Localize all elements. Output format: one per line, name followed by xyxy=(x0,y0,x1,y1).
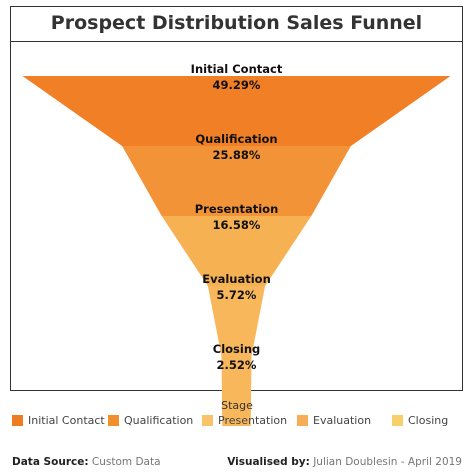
stage-value-label: 2.52% xyxy=(217,358,257,372)
chart-title: Prospect Distribution Sales Funnel xyxy=(11,7,462,42)
legend-item-closing[interactable]: Closing xyxy=(392,412,448,428)
legend-swatch xyxy=(202,414,213,426)
data-source: Data Source: Custom Data xyxy=(12,456,161,468)
legend-swatch xyxy=(392,414,403,426)
stage-value-label: 25.88% xyxy=(213,148,261,162)
funnel-segment-qualification[interactable] xyxy=(122,146,351,216)
legend-title: Stage xyxy=(221,399,253,412)
legend-label: Initial Contact xyxy=(28,413,105,427)
credit-label: Visualised by: xyxy=(227,456,310,468)
stage-label: Qualification xyxy=(195,132,277,146)
stage-label: Closing xyxy=(213,342,261,356)
stage-value-label: 5.72% xyxy=(217,288,257,302)
legend-item-evaluation[interactable]: Evaluation xyxy=(297,412,371,428)
legend-label: Presentation xyxy=(218,413,288,427)
stage-value-label: 49.29% xyxy=(213,78,261,92)
legend-item-presentation[interactable]: Presentation xyxy=(202,412,287,428)
funnel-segment-evaluation[interactable] xyxy=(207,286,266,356)
legend-label: Evaluation xyxy=(313,413,372,427)
legend: Initial Contact Qualification Presentati… xyxy=(10,412,470,428)
legend-swatch xyxy=(297,414,308,426)
stage-value-label: 16.58% xyxy=(213,218,261,232)
stage-label: Initial Contact xyxy=(191,62,283,76)
stage-label: Evaluation xyxy=(202,272,271,286)
legend-label: Qualification xyxy=(124,413,194,427)
legend-swatch xyxy=(12,414,23,426)
funnel-segment-initial-contact[interactable] xyxy=(22,76,451,146)
stage-label: Presentation xyxy=(195,202,279,216)
data-source-value: Custom Data xyxy=(91,456,161,468)
legend-item-qualification[interactable]: Qualification xyxy=(108,412,193,428)
legend-item-initial-contact[interactable]: Initial Contact xyxy=(12,412,105,428)
funnel-segment-presentation[interactable] xyxy=(161,216,312,286)
funnel-segment-closing[interactable] xyxy=(221,356,252,426)
legend-label: Closing xyxy=(408,413,449,427)
credit-value: Julian Doublesin - April 2019 xyxy=(313,456,462,468)
data-source-label: Data Source: xyxy=(12,456,89,468)
legend-swatch xyxy=(108,414,119,426)
credit: Visualised by: Julian Doublesin - April … xyxy=(227,456,462,468)
